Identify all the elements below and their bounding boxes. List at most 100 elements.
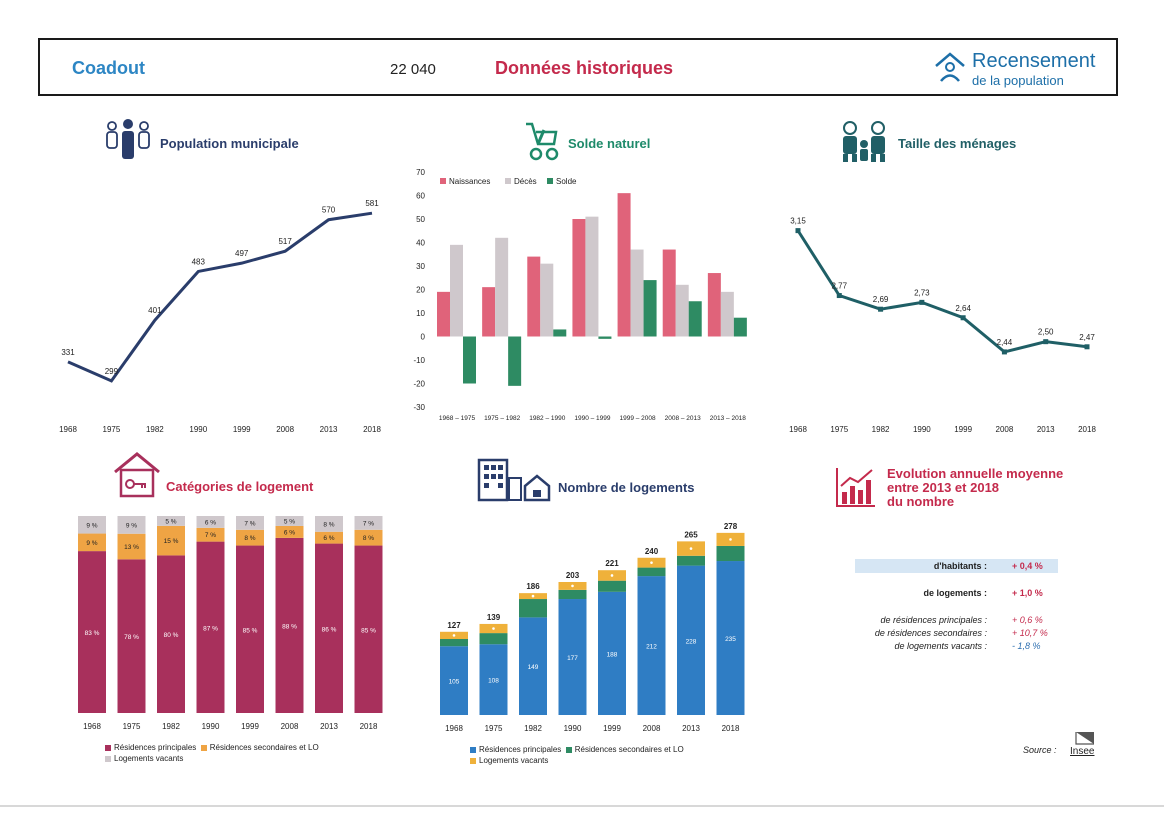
page-title: Données historiques <box>495 58 674 78</box>
bar-naissances <box>482 287 496 337</box>
bar-solde <box>688 301 702 337</box>
x-tick-label: 1975 – 1982 <box>484 415 521 422</box>
rp-label: de résidences principales : <box>880 615 987 625</box>
bar-segment <box>78 533 106 552</box>
x-tick-label: 1968 <box>789 425 807 434</box>
segment-label: 6 % <box>205 519 216 526</box>
bar-segment <box>637 567 666 577</box>
x-tick-label: 2013 – 2018 <box>710 415 747 422</box>
bar-segment <box>479 644 508 715</box>
segment-label: 7 % <box>244 520 255 527</box>
y-tick-label: 10 <box>416 309 425 318</box>
x-tick-label: 2008 <box>643 724 661 733</box>
bar-naissances <box>572 219 586 337</box>
segment-label: 83 % <box>85 630 100 637</box>
legend-swatch <box>470 757 476 764</box>
data-label: 2,44 <box>997 338 1013 347</box>
habitants-value: + 0,4 % <box>1012 561 1043 571</box>
bar-solde <box>733 317 747 337</box>
commune-code: 22 040 <box>390 61 436 78</box>
x-tick-label: 1999 <box>241 722 259 731</box>
solde-chart: 70 60 50 40 30 20 10 0 -10 -20 -30 1968 – 1975 1975 … <box>413 168 747 422</box>
solde-title: Solde naturel <box>568 136 651 151</box>
menages-chart: 3,15 1968 2,77 1975 2,69 1982 2,73 1990 2,64 1999… <box>789 217 1096 434</box>
legend-label: Résidences secondaires et LO <box>574 745 684 754</box>
evolution-title-line3: du nombre <box>887 494 955 509</box>
x-tick-label: 1982 – 1990 <box>529 415 566 422</box>
x-tick-label: 1982 <box>524 724 542 733</box>
segment-label: 9 % <box>86 540 97 547</box>
evolution-title-line1: Evolution annuelle moyenne <box>887 466 1064 481</box>
bar-segment <box>637 576 666 715</box>
legend-swatch <box>200 744 207 751</box>
x-tick-label: 2018 <box>722 724 740 733</box>
legend-swatch <box>505 178 511 184</box>
logements-label: de logements : <box>923 588 987 598</box>
logements-chart: 105 127 1968 108 139 1975 149 186 1982 177 203 1990… <box>440 522 745 733</box>
bar-segment <box>315 516 343 532</box>
x-tick-label: 2013 <box>320 425 338 434</box>
data-label: 2,64 <box>955 304 971 313</box>
bar-segment <box>78 516 106 534</box>
bar-segment <box>275 525 304 538</box>
segment-marker <box>492 627 495 630</box>
data-label: 517 <box>278 237 292 246</box>
total-label: 221 <box>605 559 619 568</box>
x-tick-label: 2013 <box>320 722 338 731</box>
bar-segment <box>196 516 225 528</box>
bar-segment <box>157 555 185 713</box>
logements-value: + 1,0 % <box>1012 588 1043 598</box>
segment-label: 15 % <box>164 538 179 545</box>
total-label: 127 <box>447 621 461 630</box>
bar-décès <box>630 249 644 337</box>
legend-swatch <box>105 744 111 751</box>
segment-label: 7 % <box>205 532 216 539</box>
bar-segment <box>677 565 705 715</box>
segment-label: 188 <box>607 651 618 658</box>
bar-segment <box>440 646 468 715</box>
x-tick-label: 1968 <box>445 724 463 733</box>
recensement-logo <box>933 48 1103 90</box>
segment-label: 9 % <box>126 522 137 529</box>
bar-naissances <box>617 193 631 337</box>
x-tick-label: 1990 <box>913 425 931 434</box>
rp-value: + 0,6 % <box>1012 615 1043 625</box>
x-tick-label: 1975 <box>123 722 141 731</box>
legend-label: Solde <box>556 177 577 186</box>
data-label: 2,47 <box>1079 333 1095 342</box>
brand-title: Recensement <box>972 50 1096 72</box>
segment-label: 13 % <box>124 544 139 551</box>
segment-label: 5 % <box>165 518 176 525</box>
logements-legend: Résidences principales Résidences second… <box>470 745 684 765</box>
x-tick-label: 2018 <box>1078 425 1096 434</box>
header-box: Coadout 22 040 Données historiques Recen… <box>38 38 1118 96</box>
bar-segment <box>157 516 185 526</box>
x-tick-label: 1990 <box>564 724 582 733</box>
segment-marker <box>452 634 456 637</box>
bar-segment <box>479 633 508 645</box>
x-tick-label: 1968 <box>83 722 101 731</box>
series-line <box>67 211 373 383</box>
insee-logo-icon <box>1075 732 1094 745</box>
segment-label: 78 % <box>124 634 139 641</box>
stroller-icon <box>526 122 559 161</box>
bar-segment <box>598 591 626 715</box>
lv-label: de logements vacants : <box>894 641 987 651</box>
x-tick-label: 1990 – 1999 <box>574 415 611 422</box>
x-tick-label: 1982 <box>872 425 890 434</box>
evolution-title: Evolution annuelle moyenne entre 2013 et… <box>887 467 1063 509</box>
bar-segment <box>196 527 225 542</box>
data-point <box>919 299 925 305</box>
segment-marker <box>689 547 693 550</box>
total-label: 139 <box>487 613 501 622</box>
buildings-icon <box>477 458 551 502</box>
lv-value: - 1,8 % <box>1012 641 1041 651</box>
footer-divider <box>0 805 1164 807</box>
data-label: 2,73 <box>914 288 930 297</box>
total-label: 278 <box>724 522 738 531</box>
x-tick-label: 1968 – 1975 <box>439 415 476 422</box>
segment-label: 87 % <box>203 625 218 632</box>
y-tick-label: 30 <box>416 262 425 271</box>
bar-décès <box>495 237 509 337</box>
data-label: 497 <box>235 249 249 258</box>
